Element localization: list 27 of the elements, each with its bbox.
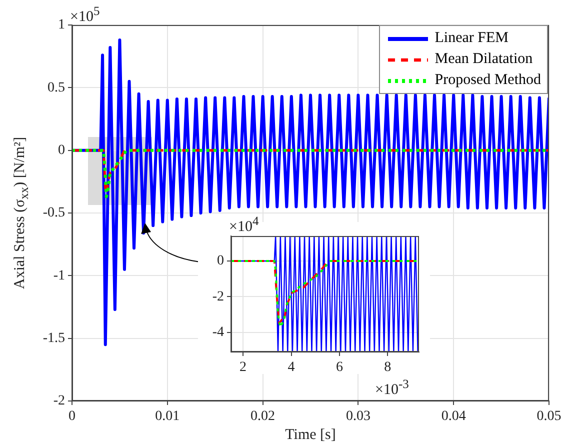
x-tick-label: 0.02 [250, 409, 276, 424]
annotation: ×10$^{4}$ [229, 214, 259, 236]
annotation: ×10$^{5}$ [70, 4, 100, 26]
x-axis-title: Time [s] [285, 426, 336, 443]
x-tick-label: 6 [336, 360, 343, 376]
y-tick-label: 0 [58, 143, 65, 158]
y-tick-label: 0 [217, 254, 224, 269]
x-tick-label: 2 [240, 360, 247, 376]
legend-label: Linear FEM [434, 30, 508, 47]
x-tick-label: 4 [288, 360, 295, 376]
y-tick-label: -2 [53, 394, 65, 409]
legend-label: Proposed Method [434, 72, 541, 89]
x-tick-label: 0.01 [155, 409, 180, 424]
x-tick-label: 0.03 [346, 409, 370, 424]
y-tick-label: -2 [212, 289, 224, 304]
annotation: ×10$^{-3}$ [375, 377, 409, 399]
legend-label: Mean Dilatation [434, 51, 533, 68]
x-tick-label: 8 [384, 360, 392, 376]
y-tick-label: 1 [58, 18, 65, 33]
y-tick-label: -0.5 [42, 206, 65, 221]
y-tick-label: 0.5 [48, 80, 65, 96]
x-tick-label: 0 [68, 409, 76, 424]
x-tick-label: 0.05 [536, 409, 562, 424]
x-tick-label: 0.04 [441, 409, 466, 424]
y-tick-label: -1.5 [42, 331, 65, 346]
y-tick-label: -1 [53, 268, 65, 284]
y-tick-label: -4 [212, 325, 224, 340]
